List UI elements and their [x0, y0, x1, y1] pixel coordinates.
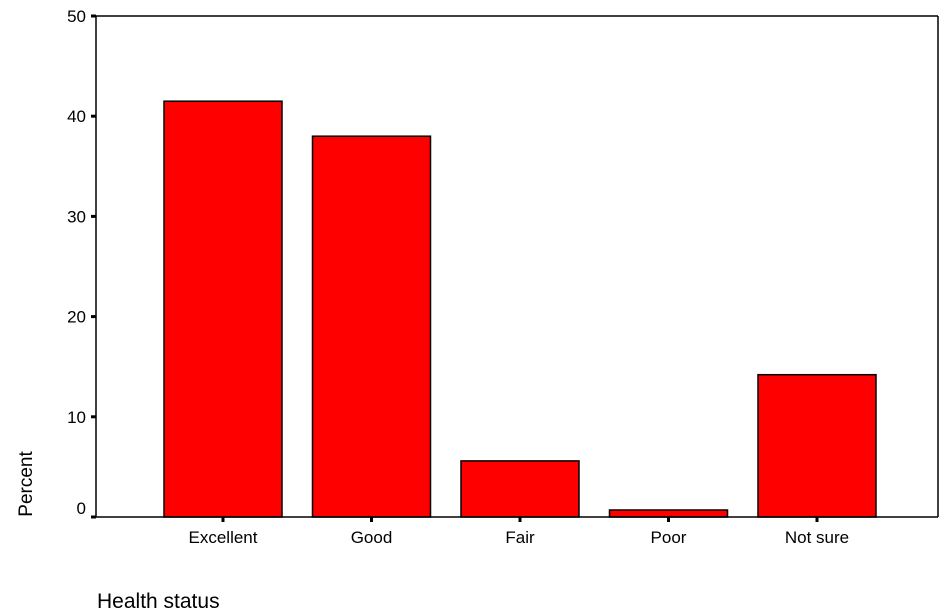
x-axis-ticks: Excellent Good Fair Poor Not sure — [189, 517, 849, 547]
y-tick-label: 40 — [67, 107, 86, 126]
bar-not-sure — [757, 373, 877, 518]
y-tick-label: 10 — [67, 408, 86, 427]
bars — [163, 100, 877, 518]
y-tick-label: 20 — [67, 308, 86, 327]
bar-excellent — [163, 100, 283, 518]
y-tick-label: 30 — [67, 207, 86, 226]
axes — [95, 15, 939, 518]
bar-good — [311, 135, 432, 518]
y-tick-label: 50 — [67, 7, 86, 26]
bar-poor — [608, 509, 729, 518]
x-tick-label: Good — [351, 528, 393, 547]
x-tick-label: Not sure — [785, 528, 849, 547]
x-tick-label: Fair — [505, 528, 535, 547]
y-axis-label: Percent — [16, 451, 37, 517]
x-axis-label: Health status — [97, 590, 220, 613]
x-tick-label: Excellent — [189, 528, 258, 547]
bar-fair — [460, 460, 580, 518]
y-tick-label: 0 — [77, 499, 86, 518]
x-tick-label: Poor — [651, 528, 687, 547]
y-axis-ticks: 0 10 20 30 40 50 — [67, 7, 96, 519]
